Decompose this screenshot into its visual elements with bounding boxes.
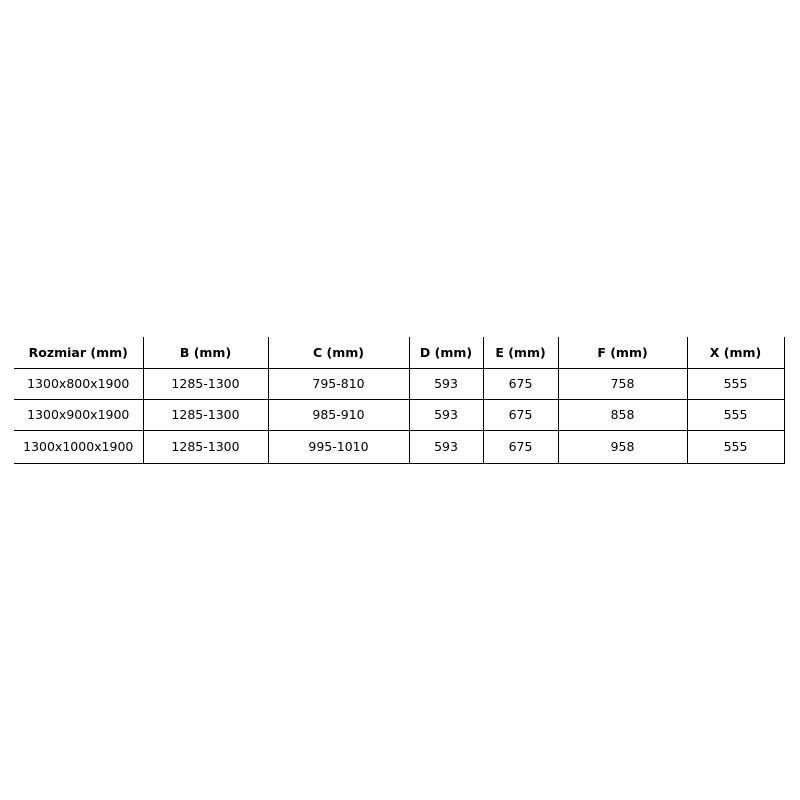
column-header-b: B (mm) [142, 337, 268, 369]
cell-rozmiar: 1300x900x1900 [14, 399, 143, 431]
cell-c: 795-810 [267, 368, 409, 400]
cell-b: 1285-1300 [142, 399, 268, 431]
cell-e: 675 [482, 399, 558, 431]
table-row: 1300x1000x1900 1285-1300 995-1010 593 67… [14, 430, 785, 464]
column-header-d: D (mm) [408, 337, 483, 369]
cell-e: 675 [482, 368, 558, 400]
cell-x: 555 [686, 399, 785, 431]
cell-c: 995-1010 [267, 430, 409, 464]
cell-d: 593 [408, 368, 483, 400]
cell-rozmiar: 1300x800x1900 [14, 368, 143, 400]
cell-x: 555 [686, 368, 785, 400]
cell-x: 555 [686, 430, 785, 464]
cell-e: 675 [482, 430, 558, 464]
cell-rozmiar: 1300x1000x1900 [14, 430, 143, 464]
table-body: 1300x800x1900 1285-1300 795-810 593 675 … [14, 368, 785, 464]
dimensions-table: Rozmiar (mm) B (mm) C (mm) D (mm) E (mm)… [14, 337, 785, 464]
table-row: 1300x800x1900 1285-1300 795-810 593 675 … [14, 368, 785, 400]
table-header: Rozmiar (mm) B (mm) C (mm) D (mm) E (mm)… [14, 337, 785, 369]
cell-f: 858 [557, 399, 687, 431]
table-header-row: Rozmiar (mm) B (mm) C (mm) D (mm) E (mm)… [14, 337, 785, 369]
column-header-e: E (mm) [482, 337, 558, 369]
column-header-f: F (mm) [557, 337, 687, 369]
column-header-rozmiar: Rozmiar (mm) [14, 337, 143, 369]
table-row: 1300x900x1900 1285-1300 985-910 593 675 … [14, 399, 785, 431]
cell-c: 985-910 [267, 399, 409, 431]
cell-d: 593 [408, 430, 483, 464]
cell-f: 758 [557, 368, 687, 400]
cell-d: 593 [408, 399, 483, 431]
cell-b: 1285-1300 [142, 430, 268, 464]
cell-f: 958 [557, 430, 687, 464]
cell-b: 1285-1300 [142, 368, 268, 400]
column-header-x: X (mm) [686, 337, 785, 369]
column-header-c: C (mm) [267, 337, 409, 369]
dimensions-table-container: Rozmiar (mm) B (mm) C (mm) D (mm) E (mm)… [14, 337, 785, 464]
